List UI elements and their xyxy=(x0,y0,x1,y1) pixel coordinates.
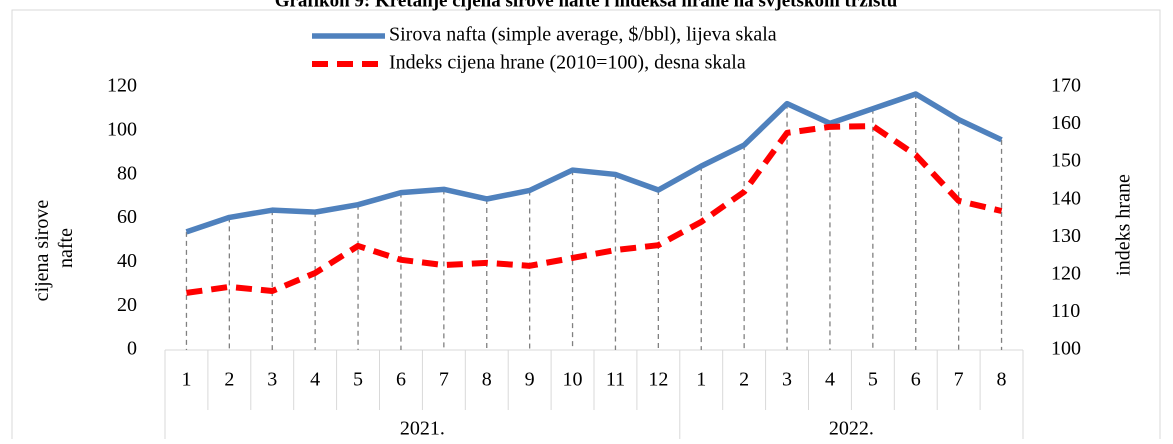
y-tick-label: 60 xyxy=(117,206,137,228)
y2-tick-label: 150 xyxy=(1051,150,1081,172)
x-tick-label: 3 xyxy=(782,369,792,391)
x-tick-label: 8 xyxy=(997,369,1007,391)
y-axis-label-line: cijena sirove xyxy=(31,200,53,302)
x-tick-label: 2 xyxy=(739,369,749,391)
y-axis-label: cijena sirove nafte xyxy=(31,195,77,302)
y-tick-label: 20 xyxy=(117,294,137,316)
x-tick-label: 3 xyxy=(267,369,277,391)
chart-title: Grafikon 9: Kretanje cijena sirove nafte… xyxy=(275,0,898,11)
x-tick-label: 7 xyxy=(954,369,964,391)
y-tick-label: 120 xyxy=(107,75,137,97)
x-tick-label: 2 xyxy=(224,369,234,391)
x-tick-label: 4 xyxy=(310,369,320,391)
x-tick-label: 12 xyxy=(648,369,668,391)
x-tick-label: 8 xyxy=(482,369,492,391)
y2-tick-label: 140 xyxy=(1051,187,1081,209)
y2-tick-label: 120 xyxy=(1051,262,1081,284)
y-tick-label: 100 xyxy=(107,118,137,140)
legend-label: Indeks cijena hrane (2010=100), desna sk… xyxy=(389,52,746,74)
group-label: 2022. xyxy=(829,418,874,439)
y2-tick-label: 160 xyxy=(1051,112,1081,134)
y-axis-label-line: nafte xyxy=(55,228,77,268)
y2-axis-label: indeks hrane xyxy=(1113,174,1135,276)
x-tick-label: 1 xyxy=(696,369,706,391)
x-tick-label: 11 xyxy=(606,369,625,391)
x-tick-label: 1 xyxy=(181,369,191,391)
x-tick-label: 7 xyxy=(439,369,449,391)
x-tick-label: 5 xyxy=(353,369,363,391)
group-label: 2021. xyxy=(400,418,445,439)
x-tick-label: 9 xyxy=(525,369,535,391)
x-tick-label: 5 xyxy=(868,369,878,391)
x-tick-label: 6 xyxy=(396,369,406,391)
x-tick-label: 10 xyxy=(563,369,583,391)
y2-tick-label: 170 xyxy=(1051,75,1081,97)
y-tick-label: 40 xyxy=(117,250,137,272)
y2-tick-label: 100 xyxy=(1051,338,1081,360)
y-tick-label: 0 xyxy=(127,338,137,360)
series-line xyxy=(185,91,1003,235)
x-tick-label: 4 xyxy=(825,369,835,391)
y2-tick-label: 110 xyxy=(1051,300,1080,322)
x-tick-label: 6 xyxy=(911,369,921,391)
y2-tick-label: 130 xyxy=(1051,225,1081,247)
legend-label: Sirova nafta (simple average, $/bbl), li… xyxy=(389,24,777,46)
y-tick-label: 80 xyxy=(117,162,137,184)
